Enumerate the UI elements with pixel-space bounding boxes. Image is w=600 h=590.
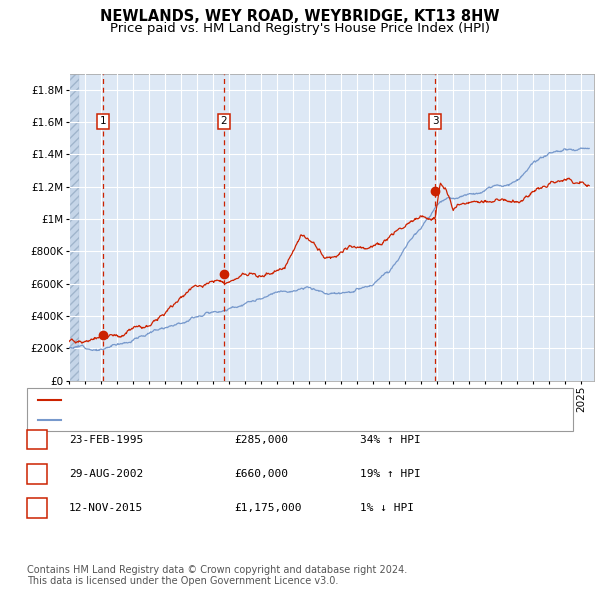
Text: 1: 1 <box>34 435 40 444</box>
Text: 1: 1 <box>100 116 107 126</box>
Text: This data is licensed under the Open Government Licence v3.0.: This data is licensed under the Open Gov… <box>27 576 338 586</box>
Text: 29-AUG-2002: 29-AUG-2002 <box>69 469 143 478</box>
Text: 12-NOV-2015: 12-NOV-2015 <box>69 503 143 513</box>
Text: £1,175,000: £1,175,000 <box>234 503 302 513</box>
Text: 2: 2 <box>34 469 40 478</box>
Text: Contains HM Land Registry data © Crown copyright and database right 2024.: Contains HM Land Registry data © Crown c… <box>27 565 407 575</box>
Bar <box>69 74 79 381</box>
Text: 19% ↑ HPI: 19% ↑ HPI <box>360 469 421 478</box>
Text: NEWLANDS, WEY ROAD, WEYBRIDGE, KT13 8HW: NEWLANDS, WEY ROAD, WEYBRIDGE, KT13 8HW <box>100 9 500 24</box>
Text: Price paid vs. HM Land Registry's House Price Index (HPI): Price paid vs. HM Land Registry's House … <box>110 22 490 35</box>
Text: NEWLANDS, WEY ROAD, WEYBRIDGE, KT13 8HW (detached house): NEWLANDS, WEY ROAD, WEYBRIDGE, KT13 8HW … <box>66 395 439 405</box>
Text: £285,000: £285,000 <box>234 435 288 444</box>
Text: 34% ↑ HPI: 34% ↑ HPI <box>360 435 421 444</box>
Text: HPI: Average price, detached house, Elmbridge: HPI: Average price, detached house, Elmb… <box>66 415 329 425</box>
Text: 3: 3 <box>34 503 40 513</box>
Text: £660,000: £660,000 <box>234 469 288 478</box>
Bar <box>69 74 79 381</box>
Text: 3: 3 <box>432 116 439 126</box>
Text: 2: 2 <box>220 116 227 126</box>
Text: 1% ↓ HPI: 1% ↓ HPI <box>360 503 414 513</box>
Text: 23-FEB-1995: 23-FEB-1995 <box>69 435 143 444</box>
